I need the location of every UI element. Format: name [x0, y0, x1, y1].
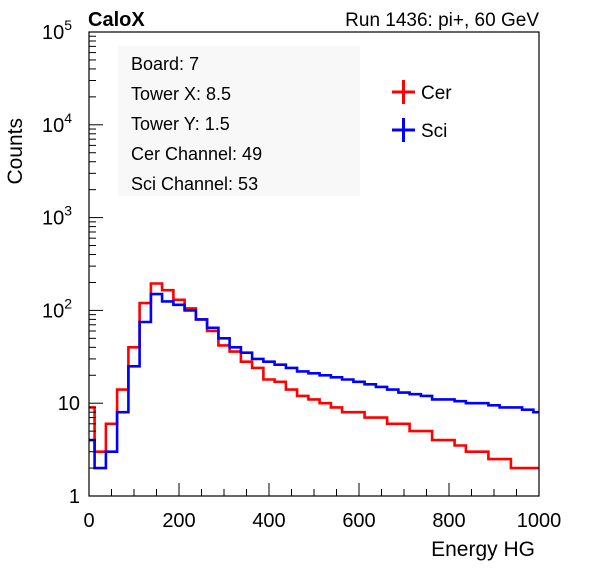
x-axis: 0 200 400 600 800 1000	[83, 483, 561, 532]
legend: Cer Sci	[392, 80, 452, 142]
run-info-label: Run 1436: pi+, 60 GeV	[345, 10, 539, 31]
info-box-background	[118, 46, 360, 196]
y-tick-label: 105	[42, 17, 72, 44]
legend-label: Sci	[421, 121, 447, 142]
experiment-label: CaloX	[88, 9, 145, 31]
series-line-cer	[89, 282, 539, 470]
y-axis: 1 10 102 103 104 105	[42, 17, 103, 508]
x-tick-label: 600	[342, 510, 375, 532]
series-line-sci	[89, 292, 539, 470]
series-group	[89, 282, 539, 470]
legend-label: Cer	[421, 83, 452, 104]
y-tick-label: 103	[42, 203, 72, 230]
info-line: Board: 7	[131, 54, 199, 74]
x-axis-title: Energy HG	[431, 538, 535, 561]
x-tick-label: 0	[83, 510, 94, 532]
y-tick-label: 102	[42, 295, 72, 322]
info-line: Cer Channel: 49	[131, 144, 262, 164]
info-box: Board: 7 Tower X: 8.5 Tower Y: 1.5 Cer Chan…	[118, 46, 360, 196]
y-axis-title: Counts	[4, 118, 27, 185]
y-tick-label: 104	[42, 110, 72, 137]
x-tick-label: 200	[162, 510, 195, 532]
info-line: Tower Y: 1.5	[131, 114, 230, 134]
x-tick-label: 1000	[517, 510, 562, 532]
y-tick-label: 1	[69, 486, 80, 508]
x-tick-label: 400	[252, 510, 285, 532]
info-line: Sci Channel: 53	[131, 174, 258, 194]
y-tick-label: 10	[58, 393, 80, 415]
info-line: Tower X: 8.5	[131, 84, 231, 104]
x-tick-label: 800	[432, 510, 465, 532]
